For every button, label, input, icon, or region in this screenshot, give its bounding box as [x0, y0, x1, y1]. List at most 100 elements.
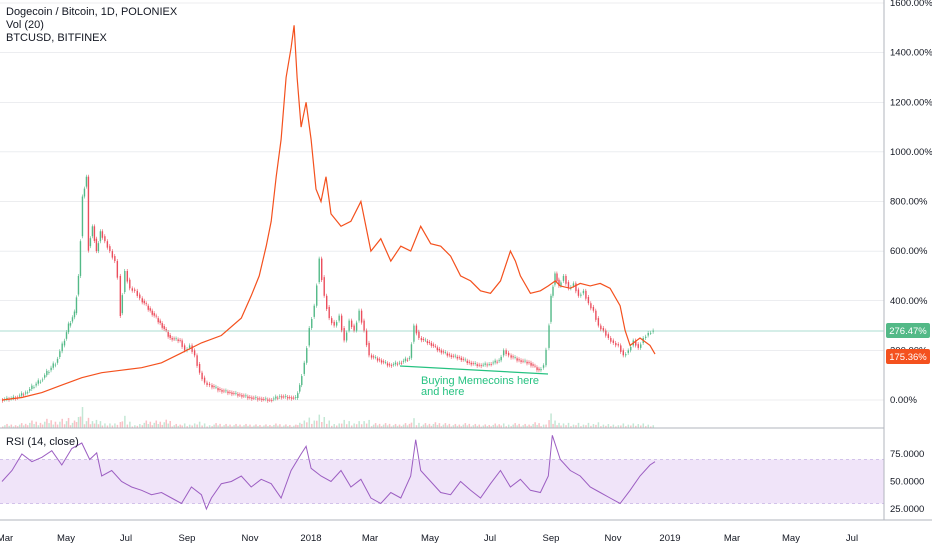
volume-bar [462, 424, 465, 428]
candle-body [104, 236, 106, 242]
candle-body [418, 331, 420, 338]
volume-bar [482, 425, 485, 428]
volume-bar [79, 416, 82, 428]
candle-body [297, 393, 299, 399]
volume-bar [492, 424, 494, 428]
volume-bar [181, 425, 183, 428]
volume-bar [540, 426, 542, 428]
volume-bar [510, 426, 512, 428]
volume-bar [177, 425, 179, 428]
overlay-legend[interactable]: BTCUSD, BITFINEX [6, 32, 107, 44]
volume-bar [303, 420, 306, 428]
volume-bar [378, 423, 381, 428]
candle-body [440, 350, 443, 353]
candle-body [348, 320, 350, 331]
volume-bar [83, 424, 86, 428]
volume-bar [558, 422, 560, 428]
time-tick-label: May [782, 533, 800, 544]
candle-body [413, 325, 415, 342]
volume-bar [502, 423, 505, 428]
volume-bar [370, 426, 373, 428]
candle-body [291, 397, 293, 399]
candle-body [159, 320, 161, 324]
volume-bar [287, 426, 289, 428]
volume-bar [237, 425, 239, 428]
rsi-legend[interactable]: RSI (14, close) [6, 436, 79, 448]
volume-bar [392, 425, 395, 428]
volume-bar [41, 424, 44, 428]
time-tick-label: Jul [120, 533, 132, 544]
volume-bar [522, 425, 524, 428]
candle-body [289, 397, 291, 399]
candle-body [12, 396, 15, 399]
volume-bar [528, 424, 530, 428]
candle-body [217, 388, 219, 391]
volume-bar [59, 421, 61, 428]
volume-bar [161, 424, 164, 428]
candle-body [139, 294, 141, 299]
candle-body [597, 318, 600, 326]
candle-body [134, 289, 136, 291]
candle-body [54, 364, 57, 366]
time-tick-label: Mar [362, 533, 378, 544]
volume-bar [384, 423, 387, 428]
volume-legend[interactable]: Vol (20) [6, 19, 44, 31]
volume-bar [484, 424, 487, 428]
candle-body [328, 306, 330, 319]
candle-body [380, 360, 383, 363]
volume-bar [31, 420, 33, 428]
candle-body [494, 360, 496, 363]
candle-body [20, 393, 23, 396]
volume-bar [85, 421, 88, 428]
volume-bar [388, 423, 391, 428]
candle-body [316, 285, 318, 306]
volume-bar [650, 426, 652, 428]
candle-body [249, 397, 251, 398]
candle-body [225, 390, 227, 392]
volume-bar [18, 424, 21, 428]
candle-body [269, 399, 271, 401]
volume-bar [241, 426, 243, 428]
volume-bar [408, 423, 411, 428]
candle-body [462, 358, 464, 360]
candle-body [522, 360, 524, 362]
volume-bar [196, 424, 198, 428]
candle-body [171, 337, 173, 340]
volume-bar [39, 422, 42, 428]
volume-bar [627, 424, 630, 428]
candle-body [56, 358, 59, 363]
candle-body [470, 362, 472, 365]
candle-body [311, 318, 313, 329]
volume-bar [590, 425, 592, 428]
candle-body [538, 368, 540, 371]
volume-bar [410, 422, 413, 428]
volume-bar [186, 426, 188, 428]
candle-body [313, 305, 315, 317]
candle-body [287, 397, 289, 399]
time-tick-label: 2019 [659, 533, 680, 544]
volume-bar [554, 420, 556, 428]
volume-bar [318, 414, 321, 428]
volume-bar [265, 424, 267, 428]
candle-body [157, 318, 159, 323]
volume-bar [221, 426, 223, 428]
candle-body [271, 400, 273, 401]
volume-bar [213, 424, 215, 428]
candle-body [450, 355, 453, 357]
volume-bar [114, 423, 116, 428]
candle-body [221, 390, 223, 392]
candle-body [136, 290, 138, 296]
volume-bar [630, 425, 632, 428]
candle-body [18, 395, 21, 397]
volume-bar [400, 426, 403, 428]
candle-body [536, 367, 538, 371]
candle-body [345, 332, 348, 341]
candle-body [233, 393, 235, 394]
candle-body [63, 340, 66, 346]
candle-body [365, 330, 368, 346]
candle-body [243, 395, 245, 397]
symbol-title[interactable]: Dogecoin / Bitcoin, 1D, POLONIEX [6, 6, 178, 18]
candle-body [496, 361, 498, 363]
volume-bar [418, 422, 420, 428]
volume-bar [550, 413, 552, 428]
